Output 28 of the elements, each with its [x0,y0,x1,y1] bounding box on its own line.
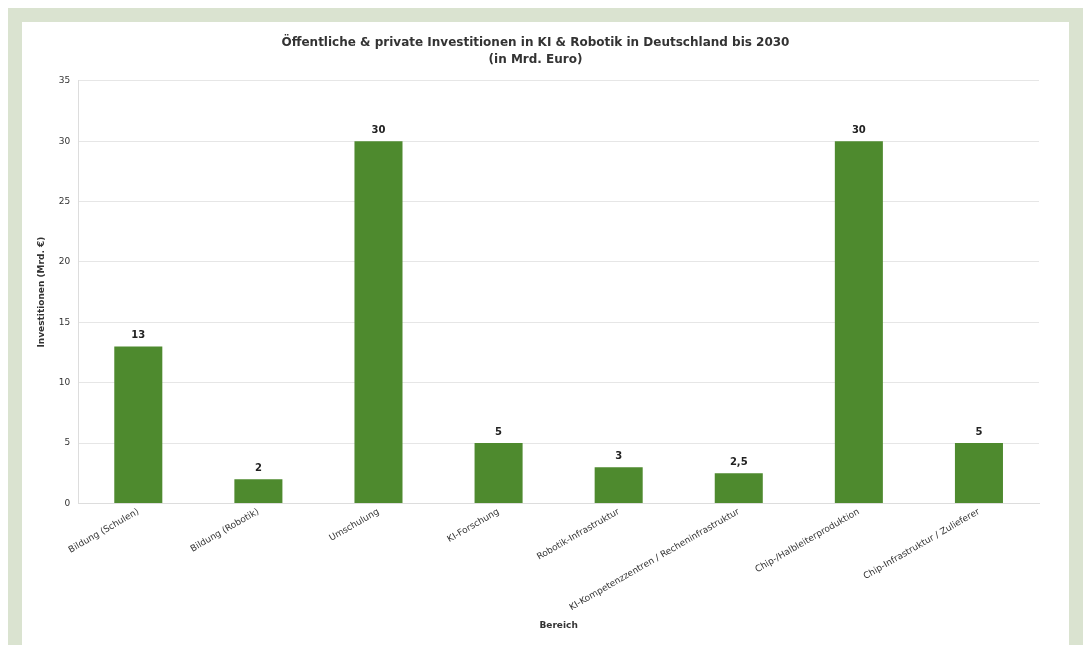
bar [234,479,283,503]
data-label: 30 [851,123,866,135]
bar [594,467,643,503]
y-tick-label: 35 [58,75,71,86]
bar [114,346,163,503]
y-tick-label: 0 [64,497,71,508]
y-tick-label: 5 [64,437,71,448]
y-tick-label: 25 [58,195,71,206]
y-tick-label: 20 [58,256,71,267]
y-axis-title: Investitionen (Mrd. €) [35,236,46,348]
data-label: 13 [131,329,146,341]
data-label: 5 [975,425,983,437]
y-tick-label: 15 [58,316,71,327]
bar [834,141,883,503]
data-label: 3 [615,449,623,461]
data-label: 2 [254,461,262,473]
bar [954,443,1003,503]
y-tick-label: 10 [58,377,71,387]
y-tick-label: 30 [58,135,71,146]
bar [714,473,763,503]
chart-title: Öffentliche & private Investitionen in KI & Robotik in Deutschland bis 2030 [281,34,790,50]
bar [474,443,523,503]
data-label: 5 [495,425,503,437]
chart-subtitle: (in Mrd. Euro) [488,51,583,66]
data-label: 2,5 [729,455,748,467]
bar [354,141,403,503]
x-axis-title: Bereich [539,619,578,630]
data-label: 30 [371,123,386,135]
